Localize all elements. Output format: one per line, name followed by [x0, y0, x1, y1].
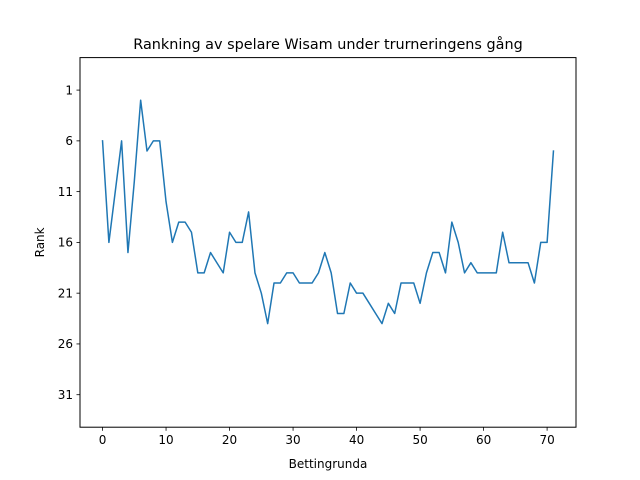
x-axis-label: Bettingrunda: [289, 457, 368, 471]
y-tick-label: 16: [58, 236, 73, 250]
y-tick-label: 31: [58, 388, 73, 402]
x-tick-label: 40: [349, 433, 364, 447]
y-tick-label: 6: [65, 134, 73, 148]
y-tick-label: 11: [58, 185, 73, 199]
y-tick-label: 26: [58, 337, 73, 351]
x-tick-label: 10: [158, 433, 173, 447]
x-tick-label: 20: [222, 433, 237, 447]
x-tick-label: 50: [412, 433, 427, 447]
y-axis-label: Rank: [33, 227, 47, 257]
y-tick-label: 1: [65, 83, 73, 97]
series-line-0: [101, 99, 555, 325]
y-tick-label: 21: [58, 286, 73, 300]
x-tick-label: 30: [285, 433, 300, 447]
x-tick-label: 60: [476, 433, 491, 447]
x-tick-label: 0: [99, 433, 107, 447]
series-layer: [101, 99, 555, 325]
x-tick-label: 70: [539, 433, 554, 447]
plot-frame: [79, 57, 577, 428]
chart-title: Rankning av spelare Wisam under trurneri…: [133, 36, 522, 53]
